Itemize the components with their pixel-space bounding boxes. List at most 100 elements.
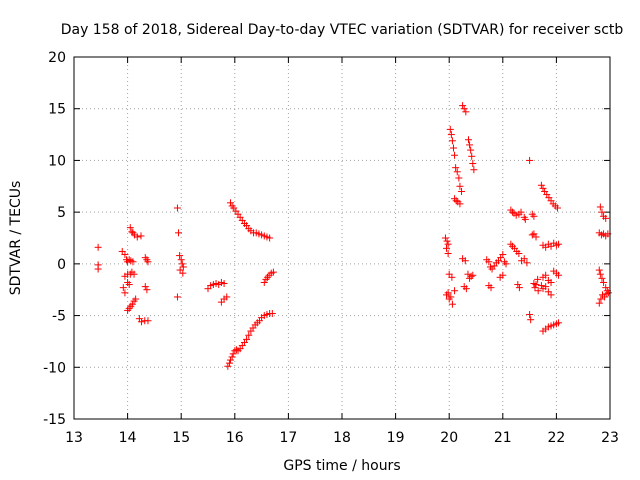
data-point [447,293,455,301]
data-point [451,151,459,159]
data-point [223,293,231,301]
data-point [598,274,606,282]
x-tick-label: 22 [547,430,565,446]
data-point [517,208,525,216]
y-axis-label: SDTVAR / TECUs [8,181,24,296]
data-point [555,319,563,327]
data-point [447,131,455,139]
data-point [227,356,235,364]
data-point [467,272,475,280]
x-tick-label: 15 [172,430,190,446]
data-point [243,335,251,343]
data-point [179,269,187,277]
grid-lines [74,57,610,419]
data-point [175,229,183,237]
data-point [470,166,478,174]
data-point [448,300,456,308]
data-point [453,168,461,176]
data-point [138,318,146,326]
x-tick-labels: 13 14 15 16 17 18 19 20 21 22 23 [65,430,619,446]
data-point [173,293,181,301]
data-point [467,146,475,154]
x-tick-label: 20 [440,430,458,446]
data-point [130,270,138,278]
data-point [444,250,452,258]
x-tick-label: 17 [279,430,297,446]
data-point [125,281,133,289]
y-tick-label: 10 [48,153,66,169]
data-point [603,290,611,298]
data-point [523,259,531,267]
data-point [502,260,510,268]
data-point [94,243,102,251]
data-point [487,284,495,292]
data-point [595,266,603,274]
data-point [527,316,535,324]
data-point [458,187,466,195]
data-point [132,295,140,303]
x-tick-label: 13 [65,430,83,446]
data-point [595,299,603,307]
x-tick-label: 19 [387,430,405,446]
y-tick-label: -10 [43,360,66,376]
data-point [452,164,460,172]
y-tick-labels: -15 -10 -5 0 5 10 15 20 [43,50,66,428]
data-point [532,233,540,241]
data-point [455,174,463,182]
data-point [602,214,610,222]
data-point [532,281,540,289]
data-point [451,287,459,295]
data-point [542,283,550,291]
x-tick-label: 14 [119,430,137,446]
data-point [604,289,612,297]
data-point [468,152,476,160]
data-point [553,204,561,212]
data-point [528,231,536,239]
data-point [456,182,464,190]
data-point [514,281,522,289]
data-point [448,273,456,281]
data-point [464,136,472,144]
y-tick-label: 15 [48,102,66,118]
x-tick-label: 23 [601,430,619,446]
data-point [462,108,470,116]
data-point [462,285,470,293]
data-point [144,258,152,266]
data-point [228,353,236,361]
data-point [466,141,474,149]
data-point [555,240,563,248]
data-point [227,199,235,207]
x-tick-label: 16 [226,430,244,446]
data-point [179,263,187,271]
data-point [229,350,237,358]
data-point [260,278,268,286]
data-point [469,160,477,168]
data-point [526,156,534,164]
y-tick-label: -15 [43,412,66,428]
data-point [448,137,456,145]
data-point [269,268,277,276]
x-axis-label: GPS time / hours [283,458,400,474]
data-point [531,284,539,292]
data-point [555,271,563,279]
data-point [443,237,451,245]
data-point [449,144,457,152]
data-point [126,224,134,232]
x-tick-label: 18 [333,430,351,446]
y-tick-label: -5 [52,309,66,325]
data-point [128,300,136,308]
data-point [176,252,184,260]
data-point [526,311,534,319]
y-tick-label: 5 [57,205,66,221]
data-point [602,284,610,292]
data-point [539,184,547,192]
data-point [444,289,452,297]
data-points [94,102,612,370]
data-point [469,271,477,279]
data-point [441,234,449,242]
x-tick-label: 21 [494,430,512,446]
data-point [521,215,529,223]
data-point [534,275,542,283]
data-point [459,102,467,110]
data-point [600,278,608,286]
